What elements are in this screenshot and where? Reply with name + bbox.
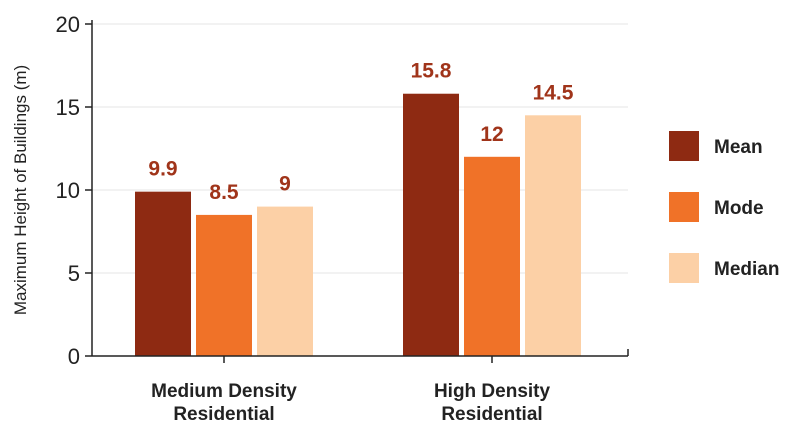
y-tick-label: 10 <box>56 178 80 203</box>
legend-label-median: Median <box>714 259 779 280</box>
x-category-label: Residential <box>173 404 274 425</box>
legend-swatch-mode <box>669 192 699 222</box>
legend-swatch-median <box>669 253 699 283</box>
legend-label-mode: Mode <box>714 198 764 219</box>
y-axis-label: Maximum Height of Buildings (m) <box>11 65 30 315</box>
x-category-label: Residential <box>441 404 542 425</box>
legend: Mean Mode Median <box>669 131 779 283</box>
y-tick-label: 20 <box>56 12 80 37</box>
y-tick-label: 0 <box>68 344 80 369</box>
bars <box>135 94 581 356</box>
x-category-label: Medium Density <box>151 381 297 402</box>
legend-label-mean: Mean <box>714 137 763 158</box>
bar-mode <box>196 215 252 356</box>
bar-mean <box>403 94 459 356</box>
data-label-mean: 9.9 <box>148 158 177 181</box>
x-category-label: High Density <box>434 381 551 402</box>
y-tick-label: 5 <box>68 261 80 286</box>
bar-mode <box>464 157 520 356</box>
data-label-mode: 12 <box>480 123 503 146</box>
y-tick-labels: 0 5 10 15 20 <box>56 12 92 369</box>
bar-mean <box>135 192 191 356</box>
data-label-median: 14.5 <box>533 81 574 104</box>
bar-median <box>257 207 313 356</box>
bar-median <box>525 115 581 356</box>
data-label-mode: 8.5 <box>209 181 239 204</box>
legend-swatch-mean <box>669 131 699 161</box>
data-label-median: 9 <box>279 173 291 196</box>
y-tick-label: 15 <box>56 95 80 120</box>
data-label-mean: 15.8 <box>411 60 452 83</box>
